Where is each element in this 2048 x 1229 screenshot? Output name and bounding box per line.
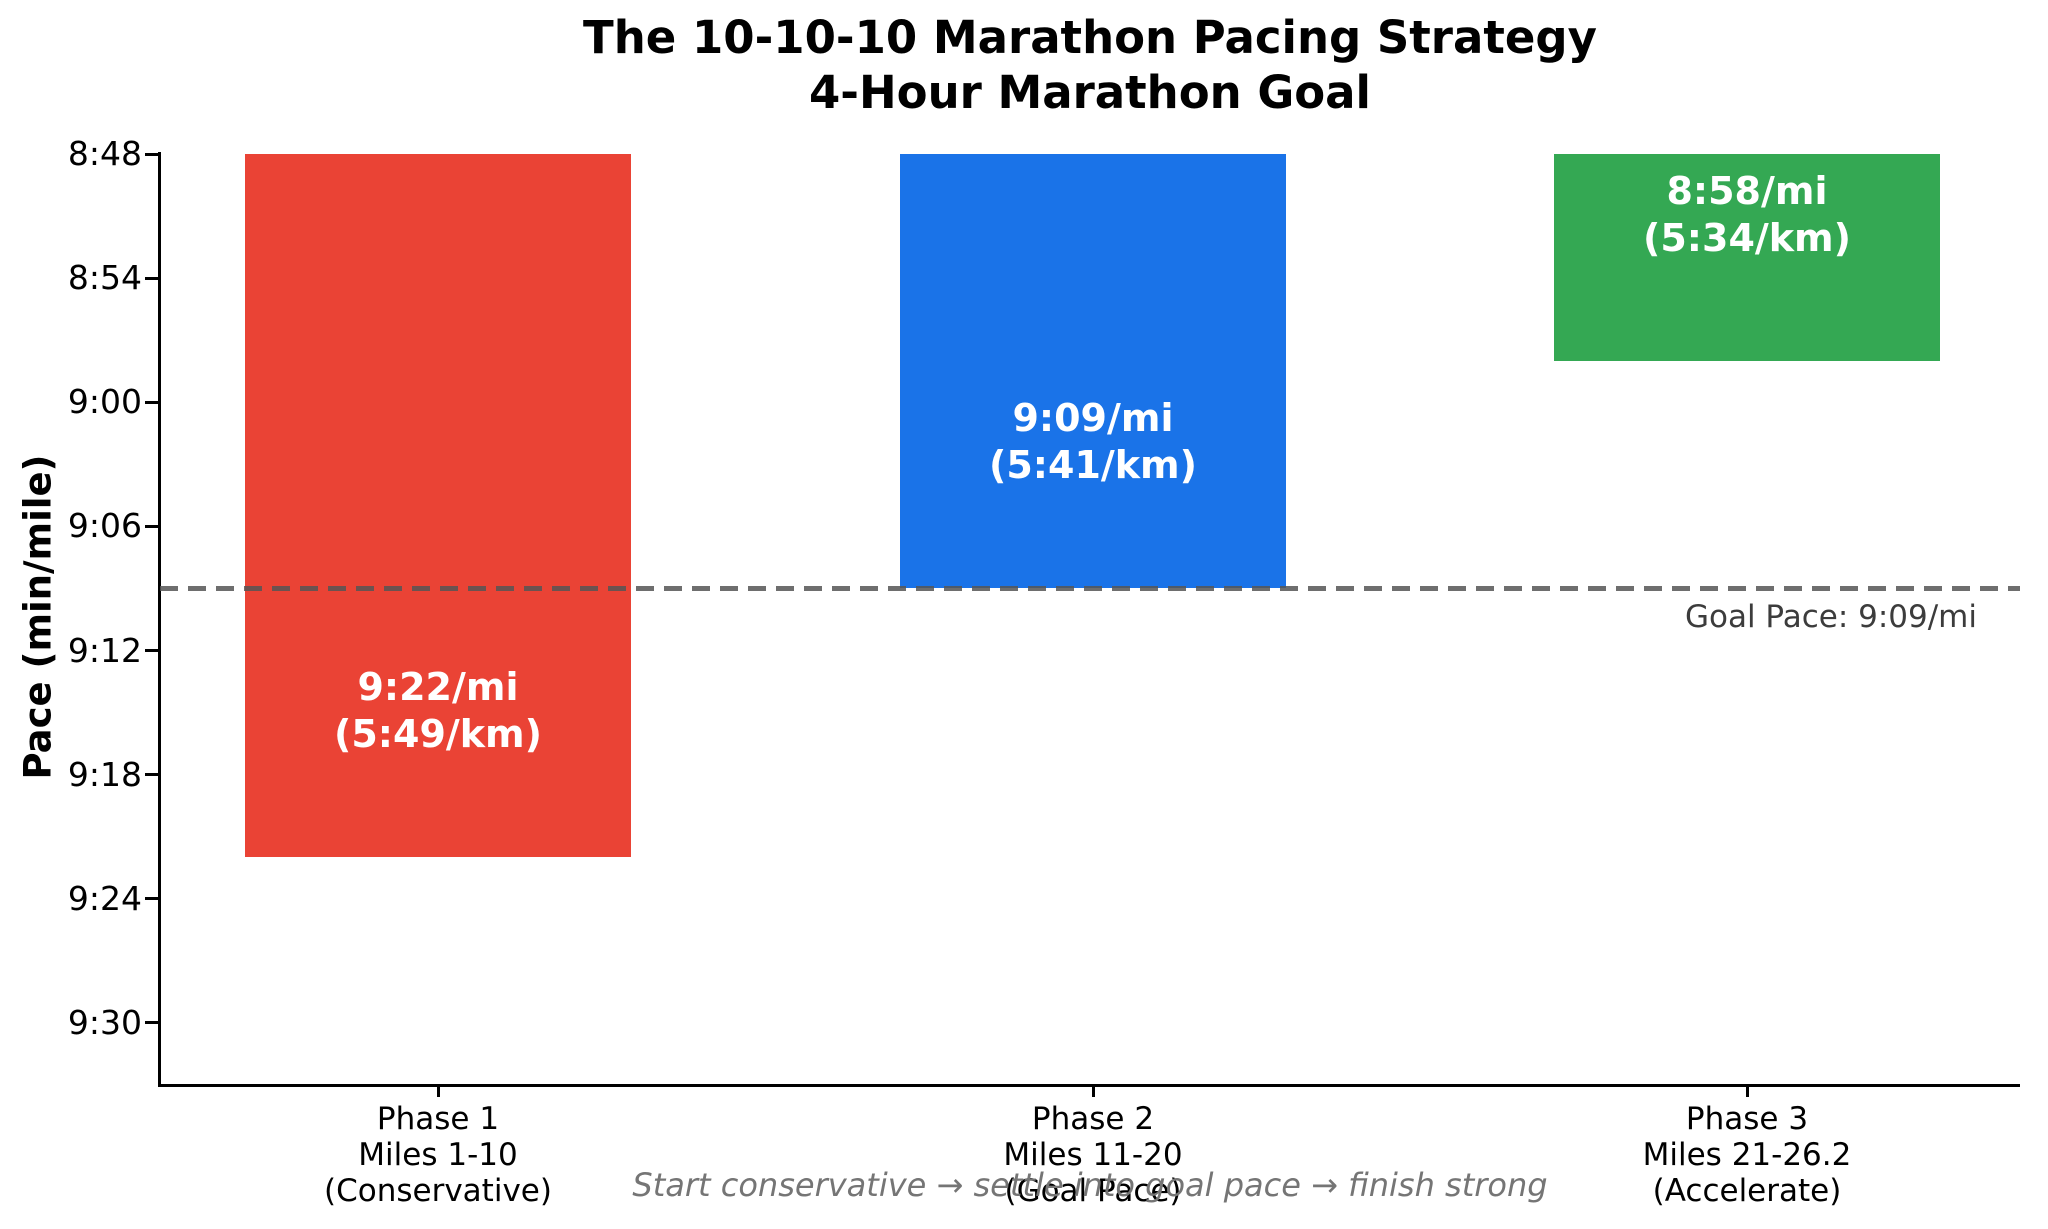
- chart-title-line1: The 10-10-10 Marathon Pacing Strategy: [583, 11, 1597, 64]
- bar-pace-per-km: (5:34/km): [1643, 215, 1851, 260]
- y-tick-mark: [145, 400, 160, 404]
- y-tick-mark: [145, 1021, 160, 1025]
- y-tick-mark: [145, 773, 160, 777]
- x-tick-label-line: Phase 1: [376, 1101, 500, 1137]
- bar-value-label: 9:22/mi (5:49/km): [245, 664, 631, 758]
- y-tick-mark: [145, 152, 160, 156]
- y-tick-label: 9:00: [67, 382, 142, 422]
- x-tick-mark: [436, 1085, 440, 1097]
- chart-title: The 10-10-10 Marathon Pacing Strategy 4-…: [160, 10, 2020, 120]
- bar-pace-per-mile: 8:58/mi: [1666, 168, 1828, 213]
- x-tick-label-line: Miles 1-10: [358, 1137, 518, 1173]
- x-axis-spine: [158, 1084, 2020, 1087]
- y-tick-mark: [145, 524, 160, 528]
- x-tick-label-line: Phase 3: [1685, 1101, 1809, 1137]
- x-tick-label-phase-1: Phase 1 Miles 1-10 (Conservative): [188, 1101, 688, 1209]
- bar-phase-1: 9:22/mi (5:49/km): [245, 154, 631, 858]
- bar-pace-per-mile: 9:22/mi: [357, 665, 519, 710]
- x-tick-label-phase-2: Phase 2 Miles 11-20 (Goal Pace): [843, 1101, 1343, 1209]
- y-axis-label: Pace (min/mile): [16, 454, 60, 780]
- bar-value-label: 9:09/mi (5:41/km): [900, 395, 1286, 489]
- chart-title-line2: 4-Hour Marathon Goal: [809, 66, 1371, 119]
- bar-phase-3: 8:58/mi (5:34/km): [1554, 154, 1940, 361]
- bar-pace-per-mile: 9:09/mi: [1012, 396, 1174, 441]
- goal-pace-line: [160, 585, 2020, 591]
- y-tick-mark: [145, 649, 160, 653]
- bar-value-label: 8:58/mi (5:34/km): [1554, 168, 1940, 262]
- y-tick-mark: [145, 897, 160, 901]
- y-tick-mark: [145, 276, 160, 280]
- bar-phase-2: 9:09/mi (5:41/km): [900, 154, 1286, 589]
- x-tick-mark: [1091, 1085, 1095, 1097]
- x-tick-label-line: Miles 11-20: [1003, 1137, 1183, 1173]
- y-tick-label: 9:12: [67, 630, 142, 670]
- x-tick-label-line: Miles 21-26.2: [1642, 1137, 1852, 1173]
- x-tick-label-line: Phase 2: [1031, 1101, 1155, 1137]
- x-tick-label-line: (Goal Pace): [1004, 1173, 1182, 1209]
- y-tick-label: 9:30: [67, 1002, 142, 1042]
- x-tick-mark: [1745, 1085, 1749, 1097]
- bar-pace-per-km: (5:49/km): [334, 712, 542, 757]
- x-tick-label-line: (Accelerate): [1652, 1173, 1842, 1209]
- y-tick-label: 9:06: [67, 506, 142, 546]
- bar-pace-per-km: (5:41/km): [989, 443, 1197, 488]
- y-tick-label: 9:24: [67, 878, 142, 918]
- footer-annotation: Start conservative → settle into goal pa…: [632, 1166, 1548, 1204]
- goal-pace-label: Goal Pace: 9:09/mi: [1684, 599, 1977, 635]
- y-tick-label: 8:48: [67, 134, 142, 173]
- x-tick-label-line: (Conservative): [324, 1173, 552, 1209]
- y-axis-spine: [158, 152, 161, 1087]
- y-tick-label: 8:54: [67, 258, 142, 298]
- y-tick-label: 9:18: [67, 754, 142, 794]
- x-tick-label-phase-3: Phase 3 Miles 21-26.2 (Accelerate): [1497, 1101, 1997, 1209]
